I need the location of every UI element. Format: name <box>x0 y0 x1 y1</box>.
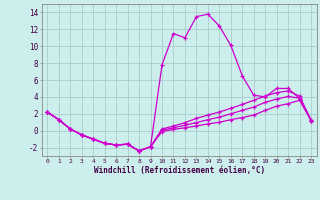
X-axis label: Windchill (Refroidissement éolien,°C): Windchill (Refroidissement éolien,°C) <box>94 166 265 175</box>
